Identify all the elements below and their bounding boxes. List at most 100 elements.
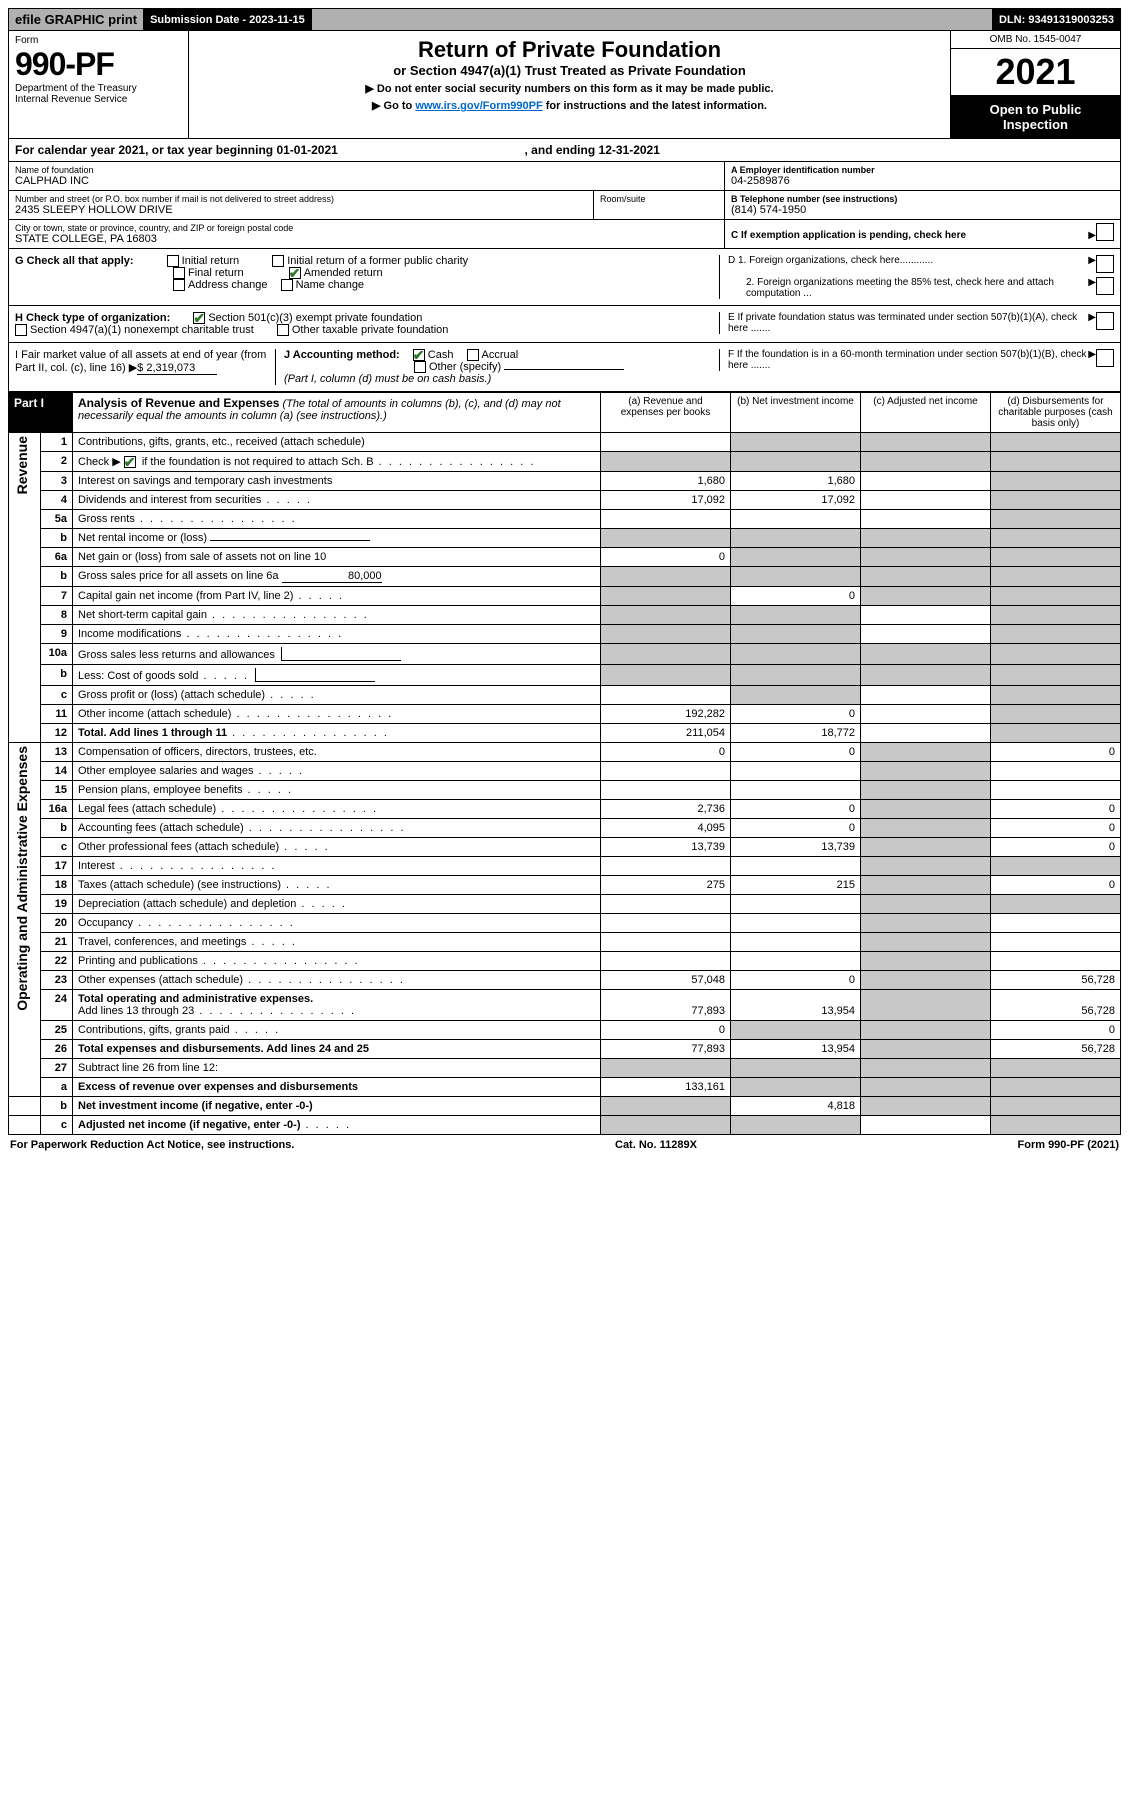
row-desc: Total operating and administrative expen… bbox=[73, 990, 601, 1021]
table-row: 12Total. Add lines 1 through 11 211,0541… bbox=[9, 724, 1121, 743]
part1-tab: Part I bbox=[9, 393, 73, 433]
table-row: aExcess of revenue over expenses and dis… bbox=[9, 1078, 1121, 1097]
form990pf-link[interactable]: www.irs.gov/Form990PF bbox=[415, 100, 542, 112]
section-i-j: I Fair market value of all assets at end… bbox=[15, 349, 711, 385]
row-desc: Other professional fees (attach schedule… bbox=[73, 838, 601, 857]
dln: DLN: 93491319003253 bbox=[993, 9, 1120, 30]
f-checkbox[interactable] bbox=[1096, 349, 1114, 367]
row-desc: Printing and publications bbox=[73, 952, 601, 971]
name-change-checkbox[interactable] bbox=[281, 279, 293, 291]
row-desc: Occupancy bbox=[73, 914, 601, 933]
row-desc: Less: Cost of goods sold bbox=[73, 665, 601, 686]
page-footer: For Paperwork Reduction Act Notice, see … bbox=[8, 1135, 1121, 1155]
header-center: Return of Private Foundation or Section … bbox=[189, 31, 950, 138]
table-header-row: Part I Analysis of Revenue and Expenses … bbox=[9, 393, 1121, 433]
final-return-checkbox[interactable] bbox=[173, 267, 185, 279]
row-desc: Gross rents bbox=[73, 510, 601, 529]
cell-value: 17,092 bbox=[731, 491, 861, 510]
ein-label: A Employer identification number bbox=[731, 165, 1114, 175]
part1-title-cell: Analysis of Revenue and Expenses (The to… bbox=[73, 393, 601, 433]
cash-checkbox[interactable] bbox=[413, 349, 425, 361]
expenses-side-label: Operating and Administrative Expenses bbox=[9, 743, 41, 1097]
row-desc: Gross profit or (loss) (attach schedule) bbox=[73, 686, 601, 705]
cell-value: 0 bbox=[601, 743, 731, 762]
row-desc: Net investment income (if negative, ente… bbox=[73, 1097, 601, 1116]
note2-post: for instructions and the latest informat… bbox=[543, 100, 767, 112]
row-desc: Income modifications bbox=[73, 625, 601, 644]
row-desc: Capital gain net income (from Part IV, l… bbox=[73, 587, 601, 606]
row-desc: Dividends and interest from securities bbox=[73, 491, 601, 510]
c-checkbox[interactable] bbox=[1096, 223, 1114, 241]
table-row: 19Depreciation (attach schedule) and dep… bbox=[9, 895, 1121, 914]
table-row: bAccounting fees (attach schedule)4,0950… bbox=[9, 819, 1121, 838]
section-h-e-row: H Check type of organization: Section 50… bbox=[8, 306, 1121, 343]
amended-return-checkbox[interactable] bbox=[289, 267, 301, 279]
row-desc: Excess of revenue over expenses and disb… bbox=[73, 1078, 601, 1097]
efile-print-button[interactable]: efile GRAPHIC print bbox=[9, 9, 144, 30]
section-g: G Check all that apply: Initial return I… bbox=[15, 255, 711, 291]
header-left: Form 990-PF Department of the Treasury I… bbox=[9, 31, 189, 138]
4947a1-checkbox[interactable] bbox=[15, 324, 27, 336]
cell-value: 275 bbox=[601, 876, 731, 895]
row-desc: Other expenses (attach schedule) bbox=[73, 971, 601, 990]
initial-former-checkbox[interactable] bbox=[272, 255, 284, 267]
cell-value: 4,095 bbox=[601, 819, 731, 838]
other-taxable-checkbox[interactable] bbox=[277, 324, 289, 336]
cell-value: 13,739 bbox=[731, 838, 861, 857]
table-row: bLess: Cost of goods sold bbox=[9, 665, 1121, 686]
cell-value: 0 bbox=[601, 1021, 731, 1040]
initial-return-label: Initial return bbox=[182, 255, 239, 267]
table-row: Operating and Administrative Expenses 13… bbox=[9, 743, 1121, 762]
f-label: F If the foundation is in a 60-month ter… bbox=[728, 349, 1088, 371]
table-row: 25Contributions, gifts, grants paid00 bbox=[9, 1021, 1121, 1040]
section-g-d-row: G Check all that apply: Initial return I… bbox=[8, 249, 1121, 306]
table-row: 4Dividends and interest from securities … bbox=[9, 491, 1121, 510]
table-row: cOther professional fees (attach schedul… bbox=[9, 838, 1121, 857]
e-checkbox[interactable] bbox=[1096, 312, 1114, 330]
table-row: 18Taxes (attach schedule) (see instructi… bbox=[9, 876, 1121, 895]
street-cell: Number and street (or P.O. box number if… bbox=[9, 191, 594, 219]
d1-checkbox[interactable] bbox=[1096, 255, 1114, 273]
table-row: Revenue 1Contributions, gifts, grants, e… bbox=[9, 433, 1121, 452]
part1-title: Analysis of Revenue and Expenses bbox=[78, 396, 279, 410]
501c3-checkbox[interactable] bbox=[193, 312, 205, 324]
table-row: 27Subtract line 26 from line 12: bbox=[9, 1059, 1121, 1078]
calyear-end: , and ending 12-31-2021 bbox=[525, 143, 660, 157]
table-row: 16aLegal fees (attach schedule)2,73600 bbox=[9, 800, 1121, 819]
other-method-checkbox[interactable] bbox=[414, 361, 426, 373]
header-right: OMB No. 1545-0047 2021 Open to Public In… bbox=[950, 31, 1120, 138]
calendar-year-row: For calendar year 2021, or tax year begi… bbox=[8, 139, 1121, 162]
cell-value: 0 bbox=[731, 743, 861, 762]
schb-checkbox[interactable] bbox=[124, 456, 136, 468]
table-row: 21Travel, conferences, and meetings bbox=[9, 933, 1121, 952]
cell-value: 13,954 bbox=[731, 1040, 861, 1059]
part1-table: Part I Analysis of Revenue and Expenses … bbox=[8, 392, 1121, 1135]
note2-pre: ▶ Go to bbox=[372, 100, 415, 112]
row-desc: Subtract line 26 from line 12: bbox=[73, 1059, 601, 1078]
form-number: 990-PF bbox=[15, 46, 182, 83]
city-value: STATE COLLEGE, PA 16803 bbox=[15, 233, 718, 245]
table-row: 9Income modifications bbox=[9, 625, 1121, 644]
accrual-checkbox[interactable] bbox=[467, 349, 479, 361]
form-subtitle: or Section 4947(a)(1) Trust Treated as P… bbox=[195, 63, 944, 78]
table-row: 22Printing and publications bbox=[9, 952, 1121, 971]
cell-value: 0 bbox=[601, 548, 731, 567]
row-desc: Net rental income or (loss) bbox=[73, 529, 601, 548]
address-change-checkbox[interactable] bbox=[173, 279, 185, 291]
d2-checkbox[interactable] bbox=[1096, 277, 1114, 295]
row-desc: Travel, conferences, and meetings bbox=[73, 933, 601, 952]
final-return-label: Final return bbox=[188, 267, 244, 279]
row-desc: Accounting fees (attach schedule) bbox=[73, 819, 601, 838]
table-row: 17Interest bbox=[9, 857, 1121, 876]
cell-value: 17,092 bbox=[601, 491, 731, 510]
row-desc: Legal fees (attach schedule) bbox=[73, 800, 601, 819]
col-d-header: (d) Disbursements for charitable purpose… bbox=[991, 393, 1121, 433]
table-row: 26Total expenses and disbursements. Add … bbox=[9, 1040, 1121, 1059]
row-desc: Other employee salaries and wages bbox=[73, 762, 601, 781]
address-change-label: Address change bbox=[188, 279, 268, 291]
cell-value: 0 bbox=[731, 800, 861, 819]
section-i-j-f-row: I Fair market value of all assets at end… bbox=[8, 343, 1121, 392]
initial-return-checkbox[interactable] bbox=[167, 255, 179, 267]
section-d: D 1. Foreign organizations, check here..… bbox=[719, 255, 1114, 299]
cell-value: 57,048 bbox=[601, 971, 731, 990]
